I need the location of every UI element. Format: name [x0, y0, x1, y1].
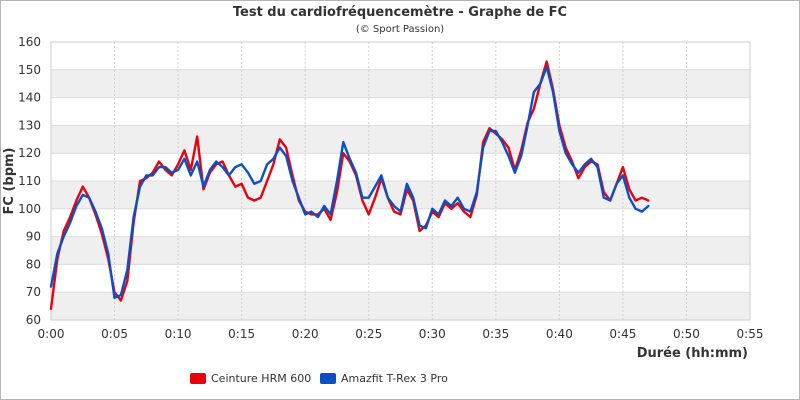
y-tick-label: 70: [26, 285, 41, 299]
plot-band: [51, 125, 750, 154]
x-tick-label: 0:05: [101, 327, 128, 341]
x-tick-label: 0:10: [165, 327, 192, 341]
x-tick-labels: 0:00 0:05 0:10 0:15 0:20 0:25 0:30 0:35 0:40 0:45…: [38, 327, 764, 341]
y-tick-label: 110: [18, 174, 41, 188]
x-tick-label: 0:40: [546, 327, 573, 341]
x-tick-label: 0:00: [38, 327, 65, 341]
x-tick-label: 0:30: [419, 327, 446, 341]
chart-subtitle: (© Sport Passion): [356, 24, 444, 35]
y-tick-label: 90: [26, 230, 41, 244]
plot-area-border: [50, 41, 751, 321]
plot-band: [51, 69, 750, 98]
y-tick-label: 130: [18, 118, 41, 132]
y-tick-label: 60: [26, 313, 41, 327]
series-layer: [49, 60, 650, 311]
y-axis-label: FC (bpm): [2, 148, 17, 215]
chart-title: Test du cardiofréquencemètre - Graphe de…: [233, 5, 567, 20]
x-axis-label: Durée (hh:mm): [637, 346, 748, 361]
y-tick-label: 80: [26, 257, 41, 271]
x-tick-label: 0:55: [737, 327, 764, 341]
x-tick-label: 0:25: [355, 327, 382, 341]
x-tick-label: 0:50: [673, 327, 700, 341]
y-tick-labels: 60 70 80 90 100 110 120 130 140 150 160: [18, 35, 41, 327]
x-tick-label: 0:20: [292, 327, 319, 341]
legend-swatch-amazfit-t-rex-3-pro: [320, 373, 336, 384]
y-tick-label: 140: [18, 91, 41, 105]
y-tick-label: 100: [18, 202, 41, 216]
x-tick-label: 0:45: [609, 327, 636, 341]
series-line-amazfit-t-rex-3-pro: [49, 65, 650, 299]
y-tick-label: 120: [18, 146, 41, 160]
legend-swatch-ceinture-hrm-600: [190, 373, 206, 384]
legend-label-amazfit-t-rex-3-pro: Amazfit T-Rex 3 Pro: [341, 372, 448, 385]
legend: Ceinture HRM 600 Amazfit T-Rex 3 Pro: [190, 372, 448, 385]
plot-band: [51, 236, 750, 265]
plot-background-bands: [51, 42, 750, 320]
y-tick-label: 160: [18, 35, 41, 49]
y-tick-label: 150: [18, 63, 41, 77]
plot-band: [51, 181, 750, 209]
plot-band: [51, 292, 750, 320]
x-tick-label: 0:35: [482, 327, 509, 341]
legend-label-ceinture-hrm-600: Ceinture HRM 600: [211, 372, 311, 385]
x-tick-label: 0:15: [228, 327, 255, 341]
